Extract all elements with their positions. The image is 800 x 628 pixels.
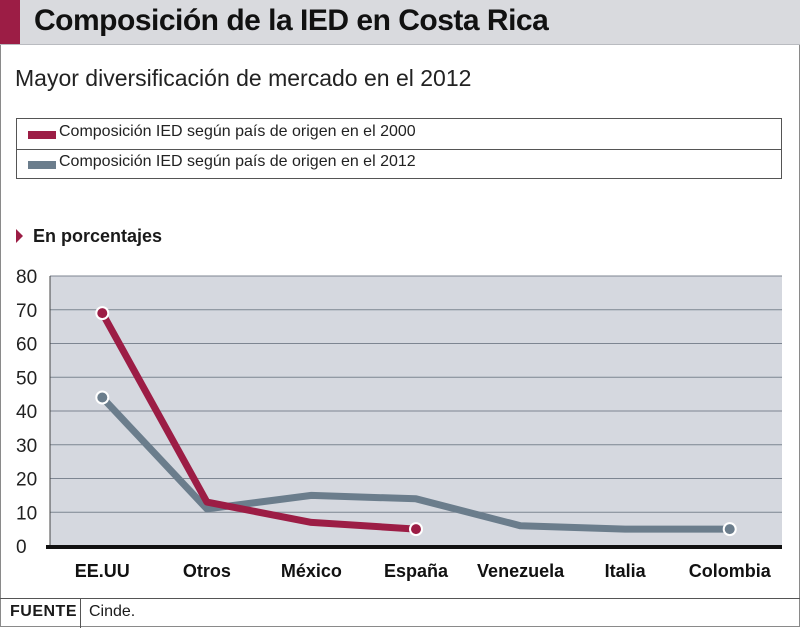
legend: Composición IED según país de origen en … — [16, 118, 782, 179]
source-text: Cinde. — [89, 603, 136, 620]
units-text: En porcentajes — [33, 226, 163, 246]
legend-item-2000: Composición IED según país de origen en … — [17, 119, 781, 150]
y-tick-label: 10 — [16, 503, 37, 524]
y-tick-label: 50 — [16, 368, 37, 389]
series-0-marker-start — [95, 306, 110, 321]
triangle-marker-icon — [16, 229, 23, 243]
x-tick-label: EE.UU — [75, 561, 130, 581]
x-tick-label: México — [281, 561, 342, 581]
series-0-marker-end — [409, 522, 423, 537]
title-accent — [0, 0, 20, 44]
source-bar: FUENTE Cinde. — [0, 598, 800, 628]
y-tick-label: 60 — [16, 335, 37, 356]
legend-label-2000: Composición IED según país de origen en … — [59, 123, 416, 140]
title-bar: Composición de la IED en Costa Rica — [0, 0, 800, 45]
chart-subtitle: Mayor diversificación de mercado en el 2… — [15, 65, 472, 91]
source-divider — [80, 599, 81, 628]
series-1-marker-start — [95, 390, 110, 405]
y-tick-label: 70 — [16, 301, 37, 322]
x-tick-label: Colombia — [689, 561, 772, 581]
line-chart: 80 70 60 50 40 30 20 10 0 EE.UU Otros México España V… — [16, 267, 782, 581]
x-tick-label: Italia — [605, 561, 647, 581]
series-line-0 — [98, 309, 420, 533]
x-tick-label: Otros — [183, 561, 231, 581]
legend-swatch-2012 — [28, 161, 56, 169]
legend-item-2012: Composición IED según país de origen en … — [17, 149, 781, 179]
x-axis-line — [46, 545, 782, 549]
legend-label-2012: Composición IED según país de origen en … — [59, 153, 416, 170]
y-tick-label: 30 — [16, 436, 37, 457]
series-line-1 — [98, 394, 734, 533]
x-tick-label: España — [384, 561, 449, 581]
series-1-marker-end — [722, 522, 737, 537]
legend-swatch-2000 — [28, 131, 56, 139]
y-tick-label: 40 — [16, 402, 37, 423]
x-tick-label: Venezuela — [477, 561, 565, 581]
y-tick-label: 20 — [16, 470, 37, 491]
source-label: FUENTE — [10, 603, 77, 620]
y-tick-label: 80 — [16, 267, 37, 288]
page-title: Composición de la IED en Costa Rica — [34, 4, 549, 37]
y-tick-label: 0 — [16, 537, 27, 558]
